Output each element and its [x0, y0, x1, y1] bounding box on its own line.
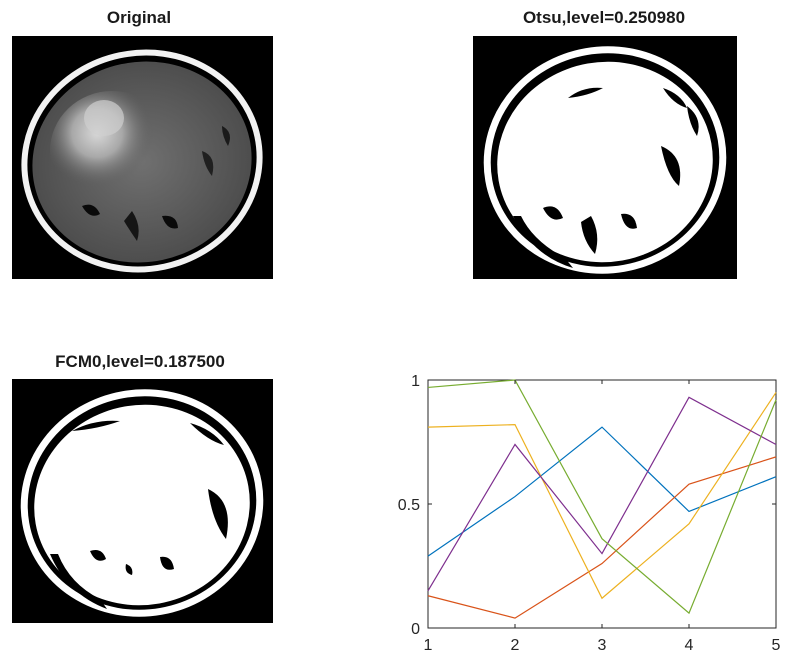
otsu-image: [473, 36, 737, 279]
y-tick-label: 0.5: [398, 497, 420, 514]
original-image: [12, 36, 273, 279]
chart-series: [427, 379, 777, 619]
x-tick-label: 4: [685, 637, 694, 654]
x-tick-label: 3: [598, 637, 607, 654]
fcm-title: FCM0,level=0.187500: [55, 352, 225, 371]
series-line-5: [427, 379, 777, 615]
series-line-2: [427, 456, 777, 619]
x-tick-label: 2: [511, 637, 520, 654]
original-title: Original: [106, 8, 172, 27]
series-line-4: [427, 396, 777, 592]
otsu-title: Otsu,level=0.250980: [522, 8, 686, 27]
x-tick-label: 5: [772, 637, 781, 654]
plot-box: [427, 379, 777, 629]
fcm-image: [12, 379, 273, 623]
chart-axes: [427, 379, 777, 629]
x-tick-label: 1: [424, 637, 433, 654]
y-tick-label: 0: [411, 621, 420, 638]
series-line-1: [427, 426, 777, 557]
y-tick-label: 1: [411, 373, 420, 390]
chart-ticks: 1 2 3 4 5 0 0.5 1: [398, 373, 781, 654]
series-line-3: [427, 392, 777, 600]
